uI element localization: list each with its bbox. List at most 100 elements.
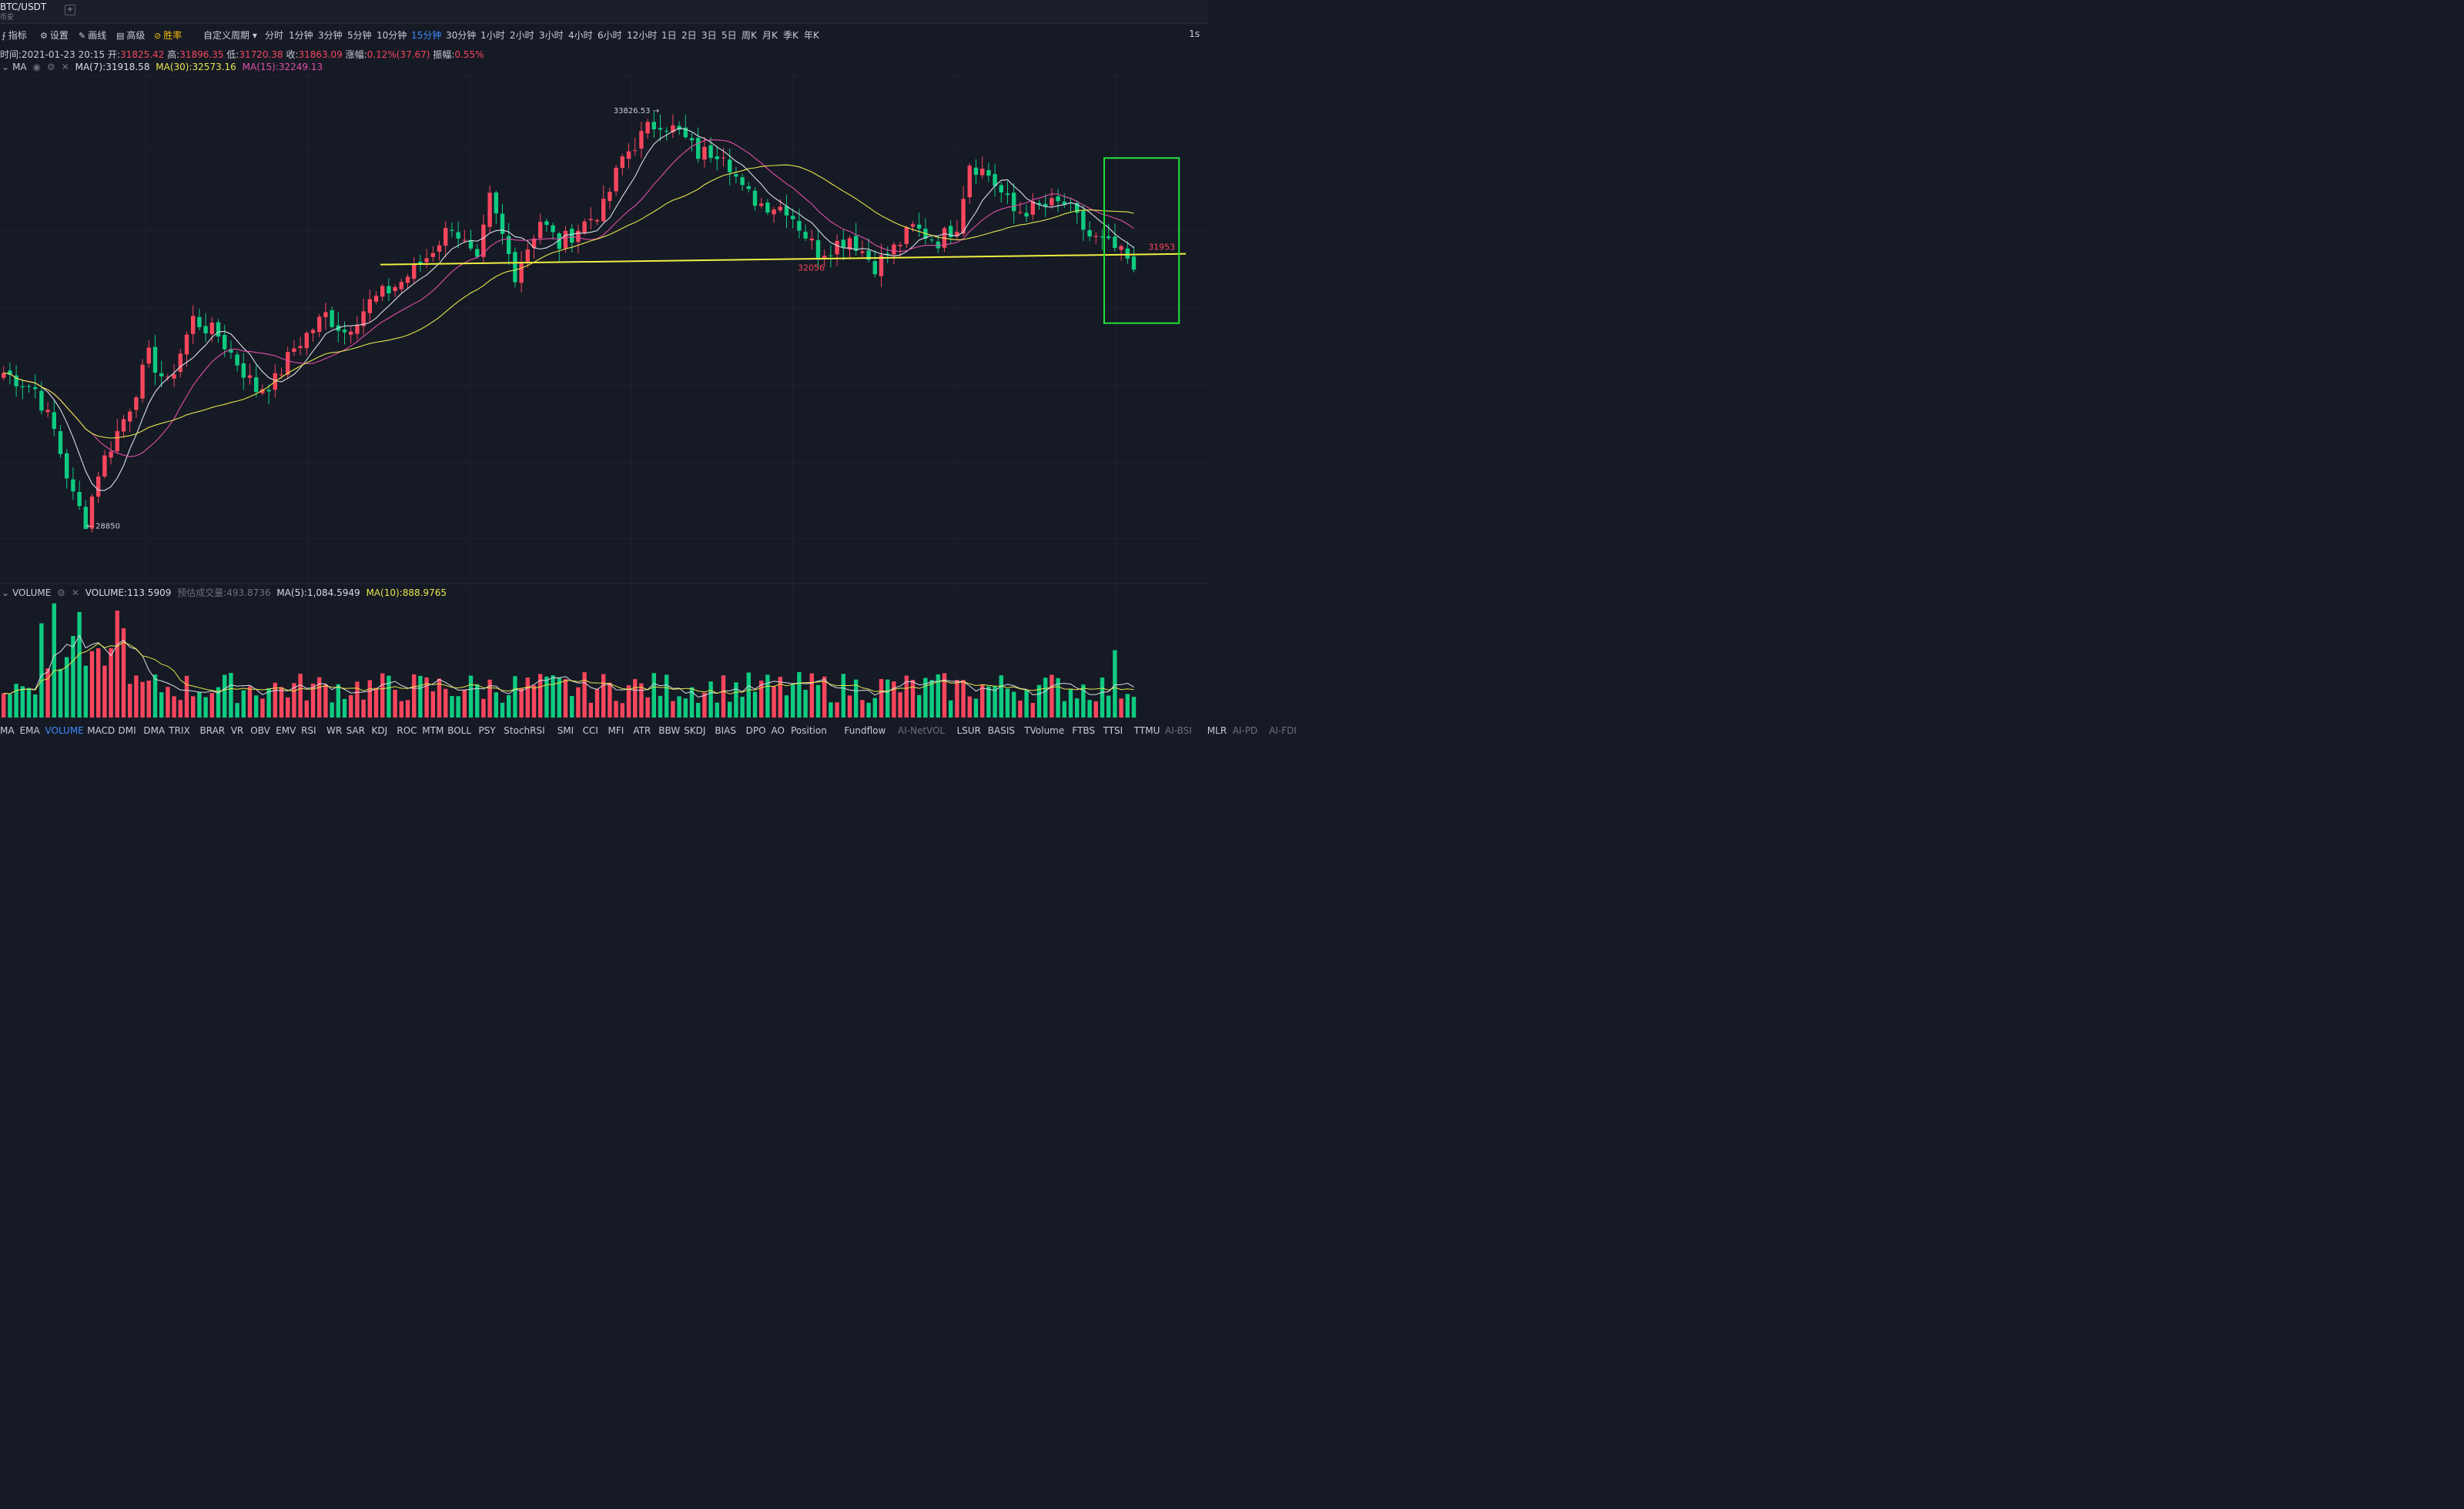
ma30-value: MA(30):32573.16	[156, 62, 236, 72]
indicator-position[interactable]: Position	[791, 725, 827, 736]
collapse-arrow-icon[interactable]: ⌄	[2, 587, 10, 598]
period-3[interactable]: 3分钟	[318, 30, 343, 41]
volume-bar	[513, 676, 517, 718]
indicator-bbw[interactable]: BBW	[658, 725, 681, 736]
indicator-ttsi[interactable]: TTSI	[1103, 725, 1123, 736]
indicator-cci[interactable]: CCI	[582, 725, 598, 736]
indicator-ai-pd[interactable]: AI-PD	[1232, 725, 1258, 736]
indicator-obv[interactable]: OBV	[250, 725, 270, 736]
period-16[interactable]: 3日	[701, 30, 717, 41]
period-8[interactable]: 1小时	[480, 30, 505, 41]
period-13[interactable]: 12小时	[627, 30, 658, 41]
indicator-ftbs[interactable]: FTBS	[1072, 725, 1096, 736]
indicator-fundflow[interactable]: Fundflow	[844, 725, 886, 736]
period-2[interactable]: 1分钟	[289, 30, 313, 41]
candle-body	[1036, 202, 1042, 205]
period-18[interactable]: 周K	[742, 30, 757, 41]
period-11[interactable]: 4小时	[568, 30, 593, 41]
candle-body	[229, 349, 233, 353]
indicator-brar[interactable]: BRAR	[199, 725, 226, 736]
period-17[interactable]: 5日	[721, 30, 737, 41]
period-10[interactable]: 3小时	[539, 30, 564, 41]
candle-body	[519, 263, 524, 283]
indicator-atr[interactable]: ATR	[633, 725, 651, 736]
indicator-basis[interactable]: BASIS	[987, 725, 1016, 736]
period-20[interactable]: 季K	[783, 30, 798, 41]
indicator-ttmu[interactable]: TTMU	[1133, 725, 1160, 736]
period-7[interactable]: 30分钟	[446, 30, 477, 41]
eye-icon[interactable]: ◉	[32, 62, 41, 72]
indicator-dmi[interactable]: DMI	[118, 725, 136, 736]
indicator-smi[interactable]: SMI	[557, 725, 574, 736]
indicator-lsur[interactable]: LSUR	[956, 725, 982, 736]
indicator-bias[interactable]: BIAS	[715, 725, 736, 736]
indicator-ai-bsi[interactable]: AI-BSI	[1165, 725, 1192, 736]
period-19[interactable]: 月K	[762, 30, 778, 41]
volume-bar	[715, 702, 719, 718]
advanced-tool-button[interactable]: ▤ 高级	[116, 28, 145, 42]
indicator-kdj[interactable]: KDJ	[371, 725, 388, 736]
candle-body	[986, 169, 991, 176]
volume-bar	[544, 676, 549, 718]
indicator-skdj[interactable]: SKDJ	[684, 725, 706, 736]
refresh-interval-label[interactable]: 1s	[1189, 28, 1200, 39]
indicator-emv[interactable]: EMV	[276, 725, 296, 736]
volume-ma5-line	[3, 634, 1134, 698]
settings-tool-button[interactable]: ⚙ 设置	[40, 28, 69, 42]
indicator-ma[interactable]: MA	[0, 725, 15, 736]
indicator-wr[interactable]: WR	[326, 725, 343, 736]
close-icon[interactable]: ✕	[61, 62, 69, 72]
settings-icon[interactable]: ⚙	[57, 587, 65, 598]
indicator-sar[interactable]: SAR	[346, 725, 365, 736]
indicator-psy[interactable]: PSY	[478, 725, 496, 736]
indicator-ai-netvol[interactable]: AI-NetVOL	[897, 725, 946, 736]
volume-bar	[494, 692, 498, 718]
add-tab-button[interactable]: +	[65, 5, 75, 15]
period-6[interactable]: 15分钟	[411, 30, 442, 41]
indicator-ema[interactable]: EMA	[19, 725, 40, 736]
period-0[interactable]: 自定义周期 ▾	[203, 30, 257, 41]
indicator-boll[interactable]: BOLL	[447, 725, 472, 736]
indicator-mtm[interactable]: MTM	[422, 725, 444, 736]
symbol-label[interactable]: BTC/USDT	[0, 2, 47, 12]
candle-body	[115, 430, 119, 452]
indicator-tvolume[interactable]: TVolume	[1024, 725, 1065, 736]
collapse-arrow-icon[interactable]: ⌄	[2, 62, 10, 72]
period-9[interactable]: 2小时	[510, 30, 534, 41]
period-14[interactable]: 1日	[661, 30, 677, 41]
close-icon[interactable]: ✕	[71, 587, 79, 598]
indicator-macd[interactable]: MACD	[87, 725, 116, 736]
candle-body	[715, 156, 719, 159]
indicator-dpo[interactable]: DPO	[745, 725, 766, 736]
period-21[interactable]: 年K	[804, 30, 819, 41]
period-1[interactable]: 分时	[265, 30, 284, 41]
period-4[interactable]: 5分钟	[347, 30, 372, 41]
settings-icon[interactable]: ⚙	[46, 62, 55, 72]
volume-bar	[531, 685, 537, 718]
indicator-stochrsi[interactable]: StochRSI	[504, 725, 545, 736]
indicator-mfi[interactable]: MFI	[608, 725, 624, 736]
indicator-dma[interactable]: DMA	[143, 725, 166, 736]
indicator-ai-fdi[interactable]: AI-FDI	[1269, 725, 1297, 736]
volume-bar	[588, 702, 593, 718]
winrate-tool-button[interactable]: ⊘ 胜率	[154, 28, 182, 42]
indicator-ao[interactable]: AO	[771, 725, 785, 736]
indicator-tool-button[interactable]: ⨍ 指标	[2, 28, 27, 42]
period-15[interactable]: 2日	[681, 30, 697, 41]
indicator-vr[interactable]: VR	[230, 725, 244, 736]
volume-bar	[317, 677, 322, 718]
indicator-mlr[interactable]: MLR	[1207, 725, 1227, 736]
indicator-trix[interactable]: TRIX	[169, 725, 190, 736]
candle-body	[380, 286, 385, 297]
candle-body	[557, 233, 561, 249]
candle-body	[45, 410, 50, 413]
indicator-roc[interactable]: ROC	[397, 725, 417, 736]
period-12[interactable]: 6小时	[598, 30, 622, 41]
price-chart[interactable]: 33826.53 → ← 28850 32056 31953	[0, 0, 1207, 739]
candle-body	[949, 226, 953, 238]
indicator-volume[interactable]: VOLUME	[45, 725, 84, 736]
draw-tool-button[interactable]: ✎ 画线	[79, 28, 106, 42]
period-5[interactable]: 10分钟	[377, 30, 407, 41]
indicator-rsi[interactable]: RSI	[301, 725, 316, 736]
candle-body	[778, 206, 782, 211]
